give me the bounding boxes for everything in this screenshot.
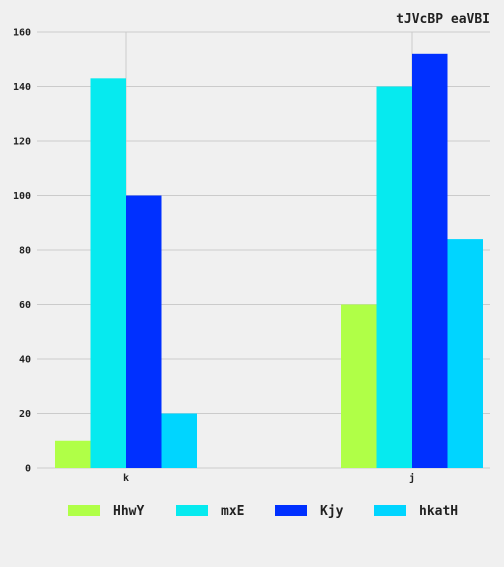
axis-layer: 0 20 40 60 80 100 120 140 160 k j (13, 28, 415, 485)
bar-HhwY-k (55, 440, 91, 468)
bars-layer (55, 53, 483, 469)
y-tick-label: 80 (19, 246, 31, 257)
bar-mxE-k (90, 78, 126, 468)
legend-swatch (374, 505, 406, 516)
legend-item-Kjy: Kjy (275, 504, 344, 519)
legend-swatch (176, 505, 208, 516)
legend-swatch (275, 505, 307, 516)
y-tick-label: 140 (13, 82, 31, 93)
legend-label: Kjy (320, 504, 344, 519)
legend-item-mxE: mxE (176, 504, 244, 519)
x-tick-label: k (123, 473, 129, 484)
bar-mxE-j (376, 86, 412, 468)
bar-hkatH-k (161, 413, 197, 468)
legend-label: HhwY (113, 504, 144, 519)
legend-swatch (68, 505, 100, 516)
legend: HhwY mxE Kjy hkatH (68, 504, 458, 519)
legend-item-hkatH: hkatH (374, 504, 458, 519)
y-tick-label: 100 (13, 191, 31, 202)
legend-item-HhwY: HhwY (68, 504, 144, 519)
bar-hkatH-j (447, 239, 483, 468)
bar-Kjy-j (412, 53, 448, 469)
x-tick-label: j (409, 472, 415, 484)
y-tick-label: 60 (19, 300, 31, 311)
y-tick-label: 0 (25, 464, 31, 475)
y-tick-label: 40 (19, 355, 31, 366)
legend-label: mxE (221, 504, 244, 519)
chart-title: tJVcBP eaVBI (396, 12, 490, 27)
bar-HhwY-j (341, 304, 377, 468)
legend-label: hkatH (419, 504, 458, 519)
bar-Kjy-k (126, 195, 162, 468)
y-tick-label: 20 (19, 409, 31, 420)
y-tick-label: 120 (13, 137, 31, 148)
y-tick-label: 160 (13, 28, 31, 39)
